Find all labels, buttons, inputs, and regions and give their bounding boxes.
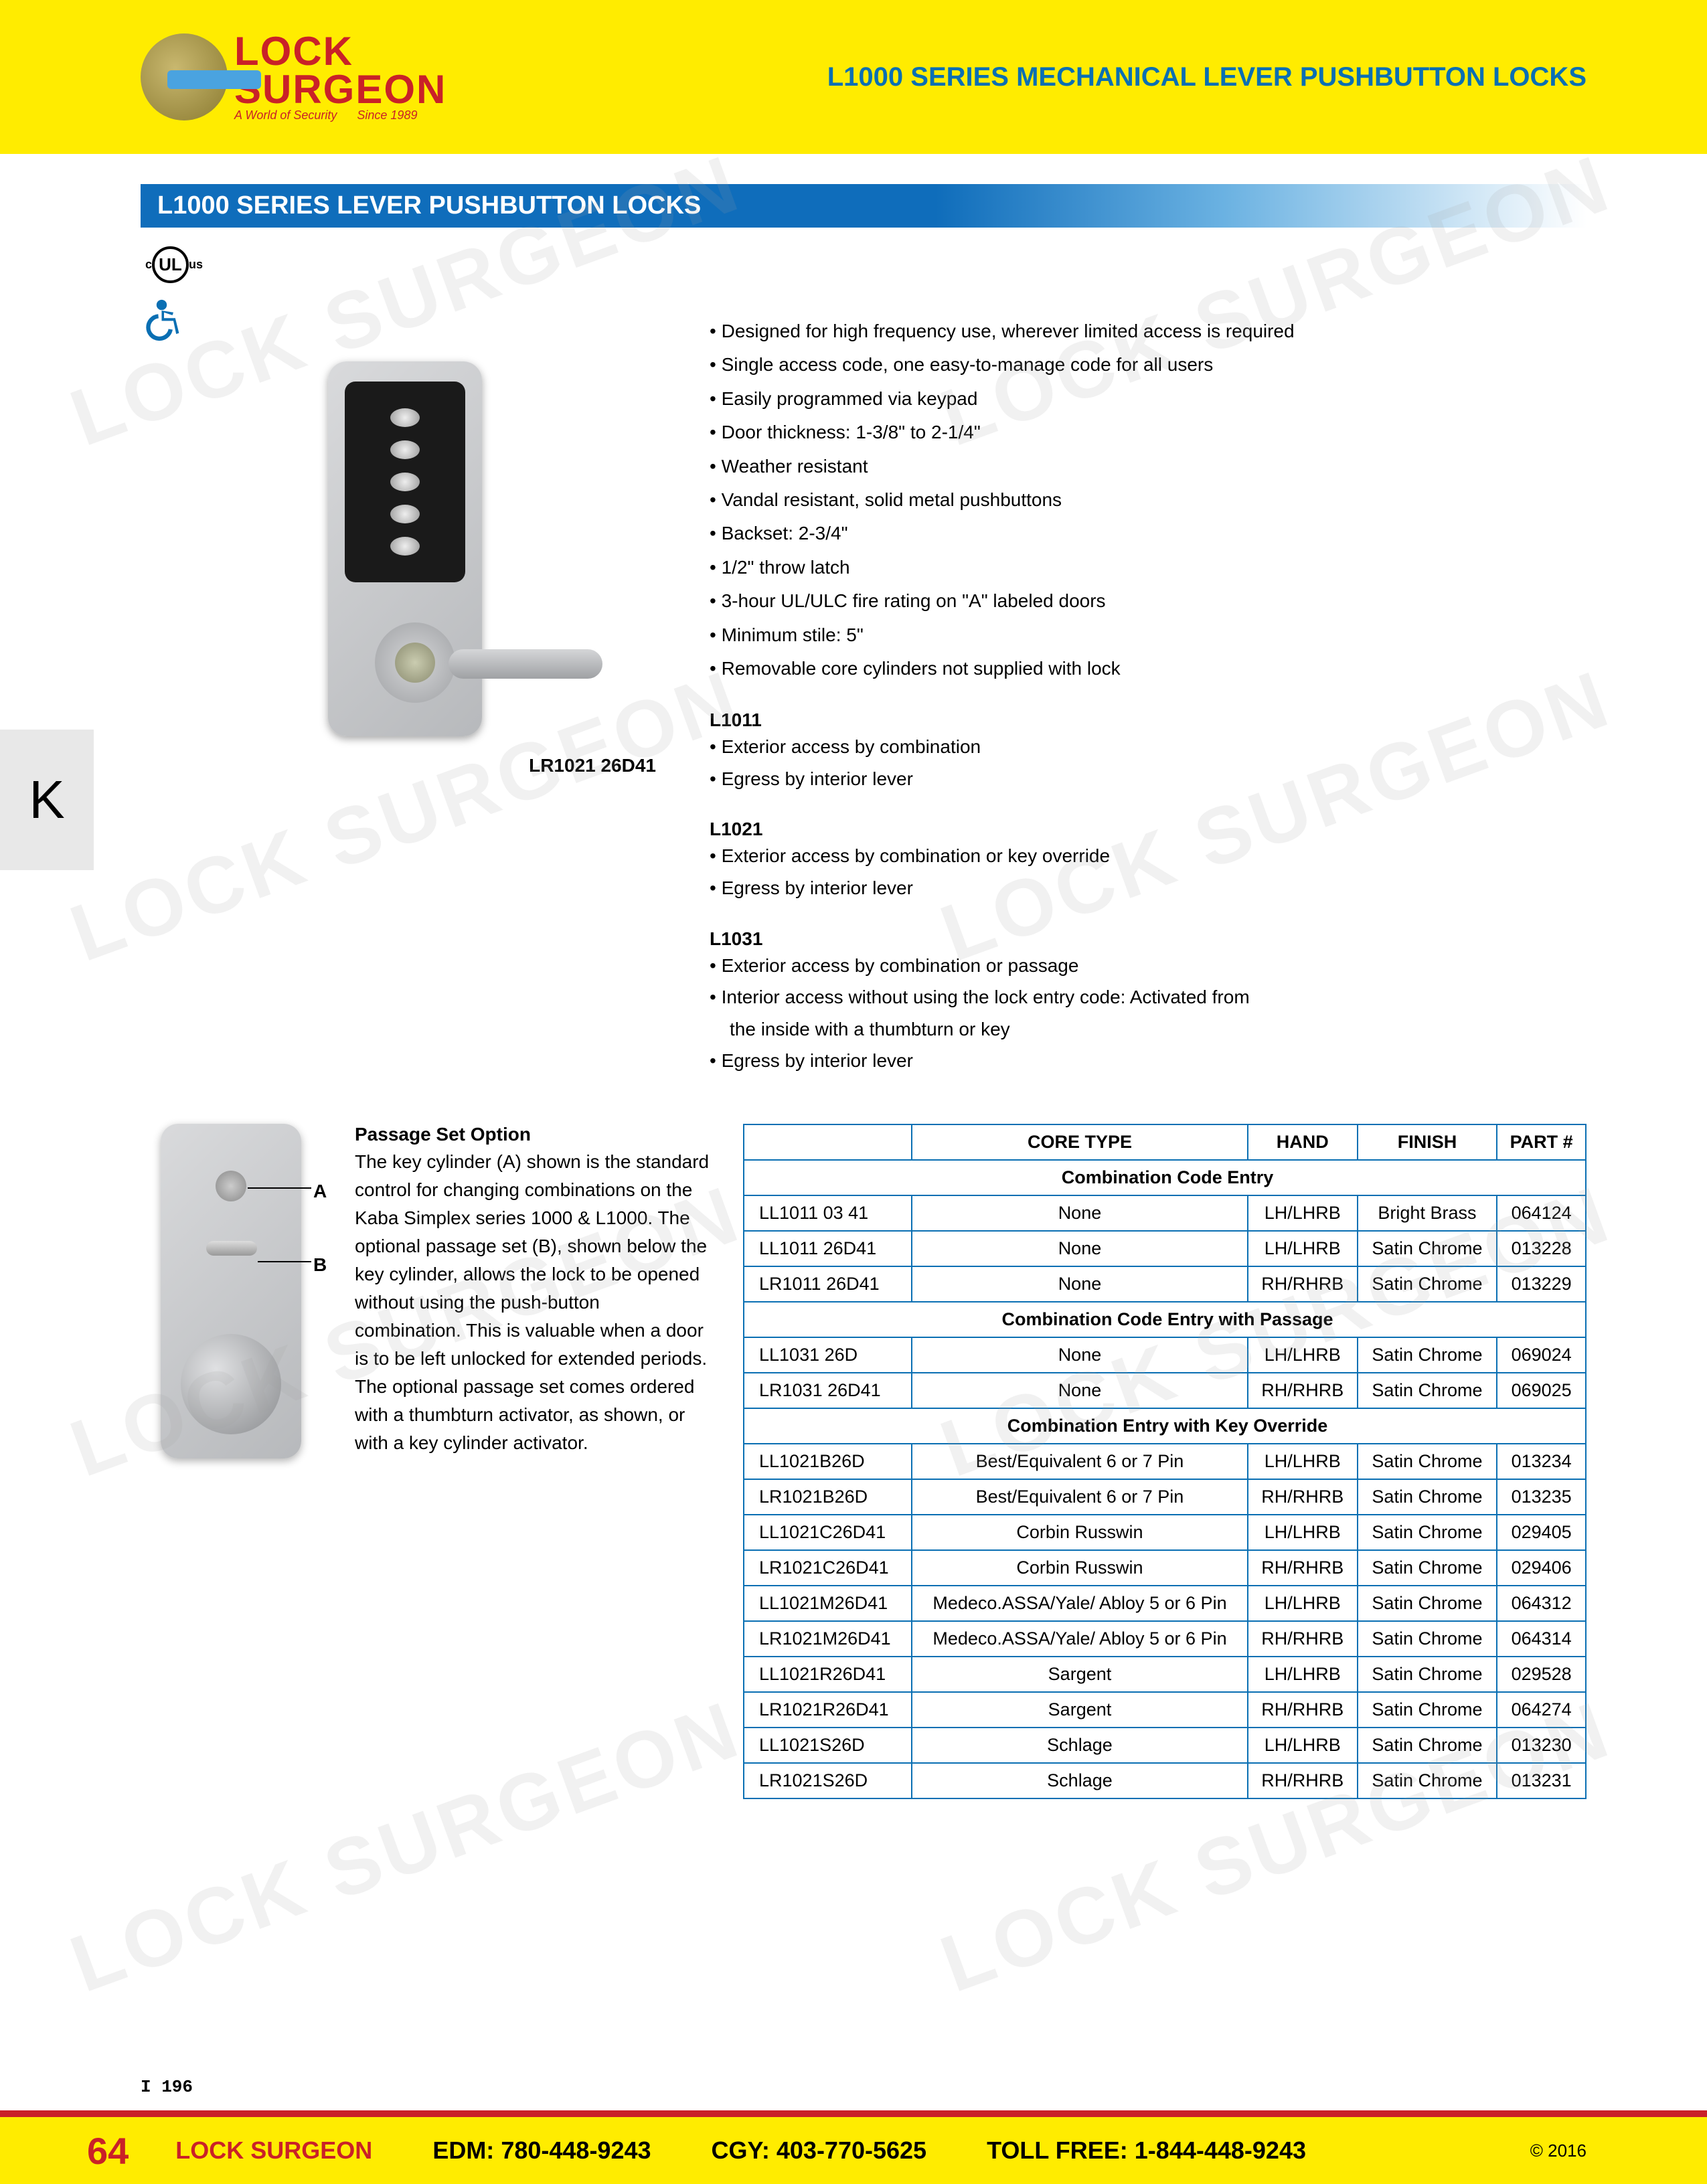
feature-item: 3-hour UL/ULC fire rating on "A" labeled… — [710, 584, 1587, 618]
table-row: LL1011 26D41NoneLH/LHRBSatin Chrome01322… — [744, 1231, 1586, 1266]
table-header: HAND — [1248, 1124, 1358, 1160]
table-row: LL1011 03 41NoneLH/LHRBBright Brass06412… — [744, 1195, 1586, 1231]
feature-item: Weather resistant — [710, 450, 1587, 483]
logo-line2: SURGEON — [234, 70, 446, 108]
parts-table: CORE TYPEHANDFINISHPART #Combination Cod… — [743, 1124, 1587, 1799]
passage-set-image: A B — [141, 1124, 335, 1479]
feature-item: Backset: 2-3/4" — [710, 517, 1587, 550]
table-header — [744, 1124, 912, 1160]
table-row: LR1021S26DSchlageRH/RHRBSatin Chrome0132… — [744, 1763, 1586, 1798]
model-title: L1021 — [710, 819, 1587, 840]
product-main-image — [274, 355, 623, 743]
footer-brand: LOCK SURGEON — [175, 2136, 372, 2165]
table-row: LR1011 26D41NoneRH/RHRBSatin Chrome01322… — [744, 1266, 1586, 1302]
section-k-tab: K — [0, 730, 94, 870]
feature-item: Minimum stile: 5" — [710, 618, 1587, 652]
feature-item: Removable core cylinders not supplied wi… — [710, 652, 1587, 685]
logo-key-icon — [141, 33, 228, 120]
feature-item: Single access code, one easy-to-manage c… — [710, 348, 1587, 382]
brand-logo: LOCK SURGEON A World of Security Since 1… — [141, 32, 446, 122]
table-row: LR1021M26D41Medeco.ASSA/Yale/ Abloy 5 or… — [744, 1621, 1586, 1657]
model-bullet: Exterior access by combination or key ov… — [710, 840, 1587, 872]
feature-item: Easily programmed via keypad — [710, 382, 1587, 416]
model-bullet: Interior access without using the lock e… — [710, 981, 1587, 1013]
model-bullet: Exterior access by combination — [710, 731, 1587, 763]
table-row: LL1031 26DNoneLH/LHRBSatin Chrome069024 — [744, 1337, 1586, 1373]
passage-body: The key cylinder (A) shown is the standa… — [355, 1148, 710, 1457]
footer-cgy: CGY: 403-770-5625 — [712, 2136, 927, 2165]
passage-title: Passage Set Option — [355, 1124, 710, 1145]
table-section-header: Combination Code Entry — [744, 1160, 1586, 1195]
footer-tollfree: TOLL FREE: 1-844-448-9243 — [987, 2136, 1306, 2165]
logo-line1: LOCK — [234, 32, 446, 70]
label-b: B — [313, 1254, 327, 1276]
feature-item: 1/2" throw latch — [710, 551, 1587, 584]
reference-number: I 196 — [141, 2077, 193, 2097]
feature-item: Vandal resistant, solid metal pushbutton… — [710, 483, 1587, 517]
table-header: FINISH — [1358, 1124, 1497, 1160]
table-row: LL1021M26D41Medeco.ASSA/Yale/ Abloy 5 or… — [744, 1586, 1586, 1621]
section-title-bar: L1000 SERIES LEVER PUSHBUTTON LOCKS — [141, 184, 1587, 228]
table-row: LR1021R26D41SargentRH/RHRBSatin Chrome06… — [744, 1692, 1586, 1728]
section-title: L1000 SERIES LEVER PUSHBUTTON LOCKS — [157, 191, 701, 220]
accessibility-icon — [141, 297, 187, 343]
certification-icons: c UL us — [141, 244, 208, 343]
table-row: LL1021R26D41SargentLH/LHRBSatin Chrome02… — [744, 1657, 1586, 1692]
model-title: L1031 — [710, 928, 1587, 950]
feature-item: Designed for high frequency use, whereve… — [710, 315, 1587, 348]
model-bullet: Exterior access by combination or passag… — [710, 950, 1587, 982]
header-bar: LOCK SURGEON A World of Security Since 1… — [0, 0, 1707, 154]
page-number: 64 — [87, 2129, 129, 2173]
table-row: LL1021B26DBest/Equivalent 6 or 7 PinLH/L… — [744, 1444, 1586, 1479]
footer-bar: 64 LOCK SURGEON EDM: 780-448-9243 CGY: 4… — [0, 2110, 1707, 2184]
table-section-header: Combination Code Entry with Passage — [744, 1302, 1586, 1337]
model-descriptions: L1011Exterior access by combinationEgres… — [710, 709, 1587, 1077]
ul-icon: c UL us — [141, 244, 208, 284]
footer-edm: EDM: 780-448-9243 — [432, 2136, 651, 2165]
table-row: LL1021C26D41Corbin RusswinLH/LHRBSatin C… — [744, 1515, 1586, 1550]
label-a: A — [313, 1181, 327, 1202]
model-bullet: the inside with a thumbturn or key — [710, 1013, 1587, 1045]
copyright: © 2016 — [1530, 2140, 1587, 2161]
logo-tagline: A World of Security Since 1989 — [234, 108, 446, 122]
table-row: LR1021B26DBest/Equivalent 6 or 7 PinRH/R… — [744, 1479, 1586, 1515]
table-row: LR1031 26D41NoneRH/RHRBSatin Chrome06902… — [744, 1373, 1586, 1408]
model-title: L1011 — [710, 709, 1587, 731]
table-header: CORE TYPE — [912, 1124, 1248, 1160]
table-row: LL1021S26DSchlageLH/LHRBSatin Chrome0132… — [744, 1728, 1586, 1763]
feature-list: Designed for high frequency use, whereve… — [710, 315, 1587, 685]
feature-item: Door thickness: 1-3/8" to 2-1/4" — [710, 416, 1587, 449]
model-bullet: Egress by interior lever — [710, 763, 1587, 795]
product-caption: LR1021 26D41 — [141, 755, 656, 776]
model-bullet: Egress by interior lever — [710, 1045, 1587, 1077]
model-bullet: Egress by interior lever — [710, 872, 1587, 904]
table-row: LR1021C26D41Corbin RusswinRH/RHRBSatin C… — [744, 1550, 1586, 1586]
table-section-header: Combination Entry with Key Override — [744, 1408, 1586, 1444]
header-title: L1000 SERIES MECHANICAL LEVER PUSHBUTTON… — [827, 62, 1587, 92]
table-header: PART # — [1497, 1124, 1586, 1160]
